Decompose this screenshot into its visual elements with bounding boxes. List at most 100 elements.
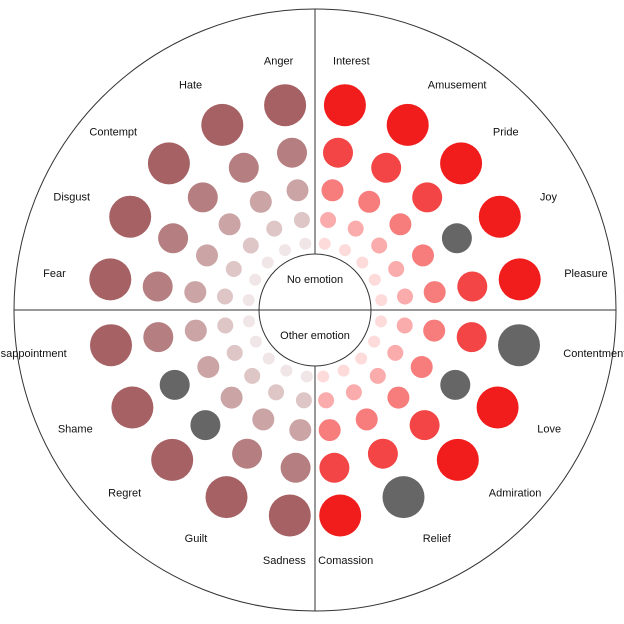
joy-intensity-2[interactable] xyxy=(388,261,405,277)
shame-intensity-5[interactable] xyxy=(111,386,154,429)
disgust-intensity-4[interactable] xyxy=(158,223,189,254)
comassion-intensity-4[interactable] xyxy=(319,452,350,483)
contentment-intensity-4[interactable] xyxy=(456,322,487,353)
disgust-intensity-2[interactable] xyxy=(225,261,242,277)
shame-intensity-4-selected[interactable] xyxy=(159,369,190,400)
sadness-intensity-2[interactable] xyxy=(295,392,312,409)
relief-intensity-3[interactable] xyxy=(355,408,378,431)
regret-intensity-2[interactable] xyxy=(244,367,261,384)
interest-intensity-3[interactable] xyxy=(321,179,344,202)
shame-intensity-3[interactable] xyxy=(197,356,220,378)
shame-intensity-2[interactable] xyxy=(226,344,243,361)
disgust-intensity-3[interactable] xyxy=(196,244,218,267)
admiration-intensity-2[interactable] xyxy=(369,367,386,384)
pleasure-intensity-5[interactable] xyxy=(498,258,541,301)
relief-intensity-4[interactable] xyxy=(367,438,398,469)
comassion-intensity-3[interactable] xyxy=(318,419,341,442)
comassion-intensity-5[interactable] xyxy=(319,494,362,537)
fear-intensity-2[interactable] xyxy=(217,288,233,305)
hate-intensity-3[interactable] xyxy=(249,190,272,213)
contempt-intensity-1[interactable] xyxy=(261,256,274,269)
relief-intensity-1[interactable] xyxy=(337,364,350,377)
pleasure-intensity-3[interactable] xyxy=(423,281,446,304)
admiration-intensity-3[interactable] xyxy=(387,386,410,409)
pride-intensity-4[interactable] xyxy=(412,182,443,213)
interest-intensity-4[interactable] xyxy=(323,137,353,168)
love-intensity-4-selected[interactable] xyxy=(440,369,471,400)
interest-intensity-1[interactable] xyxy=(318,237,331,250)
contentment-intensity-2[interactable] xyxy=(396,317,413,334)
hate-intensity-2[interactable] xyxy=(266,220,283,237)
amusement-intensity-2[interactable] xyxy=(347,220,364,237)
anger-intensity-5[interactable] xyxy=(264,84,307,127)
joy-intensity-5[interactable] xyxy=(478,195,521,238)
love-intensity-2[interactable] xyxy=(387,344,404,361)
contentment-intensity-1[interactable] xyxy=(375,315,387,328)
pride-intensity-2[interactable] xyxy=(371,237,388,254)
pleasure-intensity-2[interactable] xyxy=(397,288,413,305)
amusement-intensity-5[interactable] xyxy=(386,103,429,146)
guilt-intensity-2[interactable] xyxy=(268,384,285,401)
other-emotion-option[interactable]: Other emotion xyxy=(280,330,350,342)
hate-intensity-5[interactable] xyxy=(201,103,244,146)
love-intensity-1[interactable] xyxy=(368,335,381,348)
disappointment-intensity-1[interactable] xyxy=(243,315,255,328)
anger-intensity-3[interactable] xyxy=(286,179,309,202)
guilt-intensity-1[interactable] xyxy=(280,364,293,377)
regret-intensity-4-selected[interactable] xyxy=(190,410,221,441)
joy-intensity-1[interactable] xyxy=(368,273,381,286)
admiration-intensity-4[interactable] xyxy=(409,410,440,441)
admiration-intensity-5[interactable] xyxy=(436,438,479,481)
sadness-intensity-3[interactable] xyxy=(289,419,312,442)
sadness-intensity-1[interactable] xyxy=(300,370,313,383)
love-intensity-3[interactable] xyxy=(410,356,433,378)
contempt-intensity-2[interactable] xyxy=(242,237,259,254)
joy-intensity-3[interactable] xyxy=(412,244,434,267)
contentment-intensity-5-selected[interactable] xyxy=(498,324,540,367)
anger-intensity-1[interactable] xyxy=(299,237,312,250)
amusement-intensity-3[interactable] xyxy=(358,190,381,213)
sadness-intensity-4[interactable] xyxy=(280,452,311,483)
amusement-intensity-4[interactable] xyxy=(371,152,402,183)
regret-intensity-3[interactable] xyxy=(220,386,243,409)
sadness-intensity-5[interactable] xyxy=(268,494,311,537)
hate-intensity-4[interactable] xyxy=(228,152,259,183)
anger-intensity-2[interactable] xyxy=(293,212,310,228)
disgust-intensity-1[interactable] xyxy=(249,273,262,286)
comassion-intensity-1[interactable] xyxy=(317,370,330,383)
guilt-intensity-3[interactable] xyxy=(252,408,275,431)
fear-intensity-5[interactable] xyxy=(89,258,132,301)
contempt-intensity-4[interactable] xyxy=(187,182,218,213)
disappointment-intensity-4[interactable] xyxy=(143,322,174,353)
interest-intensity-2[interactable] xyxy=(320,212,337,228)
love-intensity-5[interactable] xyxy=(476,386,519,429)
hate-intensity-1[interactable] xyxy=(279,244,291,257)
guilt-intensity-4[interactable] xyxy=(232,438,263,469)
interest-intensity-5[interactable] xyxy=(323,84,366,127)
no-emotion-option[interactable]: No emotion xyxy=(287,274,343,286)
regret-intensity-5[interactable] xyxy=(151,438,194,481)
disappointment-intensity-5[interactable] xyxy=(90,324,132,367)
pleasure-intensity-4[interactable] xyxy=(457,271,488,302)
pride-intensity-3[interactable] xyxy=(389,213,412,236)
fear-intensity-3[interactable] xyxy=(184,281,207,304)
pleasure-intensity-1[interactable] xyxy=(375,294,388,307)
amusement-intensity-1[interactable] xyxy=(339,244,351,257)
contentment-intensity-3[interactable] xyxy=(423,319,446,342)
relief-intensity-2[interactable] xyxy=(345,384,362,401)
comassion-intensity-2[interactable] xyxy=(318,392,335,409)
contempt-intensity-3[interactable] xyxy=(218,213,241,236)
disgust-intensity-5[interactable] xyxy=(109,195,152,238)
relief-intensity-5-selected[interactable] xyxy=(382,476,425,519)
guilt-intensity-5[interactable] xyxy=(205,476,248,519)
joy-intensity-4-selected[interactable] xyxy=(441,223,472,254)
fear-intensity-1[interactable] xyxy=(242,294,255,307)
disappointment-intensity-3[interactable] xyxy=(184,319,207,342)
pride-intensity-1[interactable] xyxy=(356,256,369,269)
disappointment-intensity-2[interactable] xyxy=(217,317,234,334)
admiration-intensity-1[interactable] xyxy=(355,352,368,365)
contempt-intensity-5[interactable] xyxy=(147,142,190,185)
shame-intensity-1[interactable] xyxy=(249,335,262,348)
regret-intensity-1[interactable] xyxy=(262,352,275,365)
pride-intensity-5[interactable] xyxy=(440,142,483,185)
